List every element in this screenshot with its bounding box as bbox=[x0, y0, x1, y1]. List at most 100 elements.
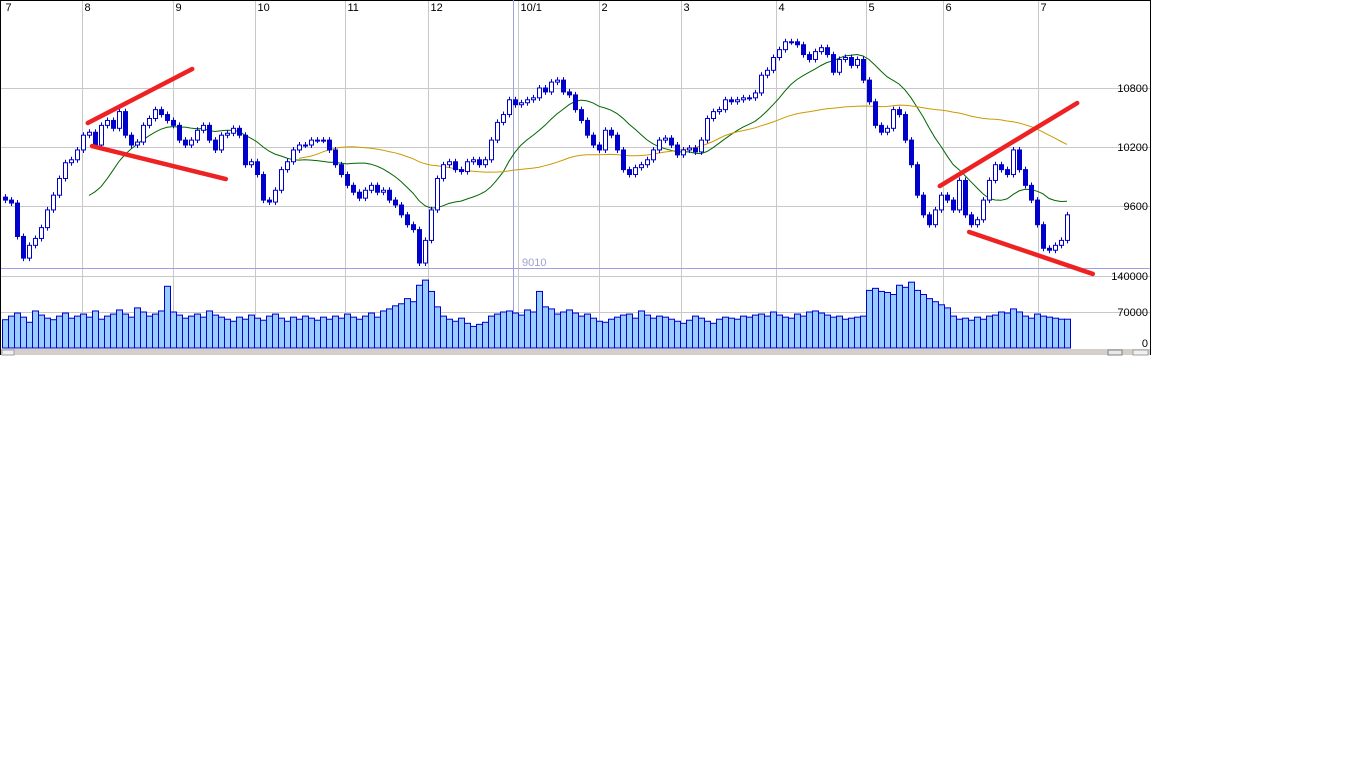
candle-down bbox=[261, 174, 266, 201]
candle-down bbox=[573, 94, 578, 111]
candle-down bbox=[9, 199, 14, 204]
volume-bar bbox=[1064, 318, 1071, 349]
volume-bar bbox=[116, 309, 123, 349]
candle-down bbox=[675, 144, 680, 156]
scrollbar-thumb[interactable] bbox=[1107, 349, 1123, 356]
volume-bar bbox=[848, 317, 855, 349]
candle-up bbox=[135, 141, 140, 146]
date-tick-label: 9 bbox=[176, 2, 182, 14]
candle-up bbox=[789, 41, 794, 44]
candle-down bbox=[831, 54, 836, 73]
volume-bar bbox=[50, 319, 57, 349]
volume-bar bbox=[362, 315, 369, 349]
volume-bar bbox=[524, 309, 531, 349]
volume-bar bbox=[284, 320, 291, 349]
candle-down bbox=[567, 91, 572, 96]
volume-bar bbox=[422, 279, 429, 349]
volume-bar bbox=[26, 321, 33, 349]
date-tick-label: 3 bbox=[684, 2, 690, 14]
candle-up bbox=[57, 177, 62, 196]
candle-up bbox=[519, 102, 524, 106]
candle-down bbox=[357, 191, 362, 199]
candle-down bbox=[111, 119, 116, 129]
candle-up bbox=[285, 161, 290, 171]
scrollbar-right-button[interactable] bbox=[1132, 349, 1149, 356]
volume-bar bbox=[656, 315, 663, 349]
volume-bar bbox=[554, 313, 561, 349]
volume-bar bbox=[1016, 311, 1023, 349]
candle-up bbox=[993, 164, 998, 181]
volume-bar bbox=[950, 315, 957, 349]
volume-bar bbox=[14, 312, 21, 349]
volume-bar bbox=[716, 318, 723, 349]
candle-up bbox=[225, 132, 230, 136]
volume-bar bbox=[698, 317, 705, 349]
candle-down bbox=[1047, 247, 1052, 251]
candle-up bbox=[885, 127, 890, 133]
candle-down bbox=[393, 199, 398, 206]
volume-bar bbox=[2, 319, 9, 349]
candle-down bbox=[909, 139, 914, 166]
volume-tick-label: 140000 bbox=[1111, 271, 1148, 283]
volume-bar bbox=[392, 305, 399, 349]
volume-bar bbox=[302, 315, 309, 349]
volume-bar bbox=[164, 285, 171, 349]
volume-bar bbox=[578, 315, 585, 349]
candle-down bbox=[123, 111, 128, 136]
volume-bar bbox=[518, 314, 525, 349]
volume-bar bbox=[530, 311, 537, 349]
volume-bar bbox=[122, 313, 129, 349]
scrollbar-left-button[interactable] bbox=[1, 349, 15, 356]
volume-bar bbox=[146, 315, 153, 349]
volume-bar bbox=[884, 291, 891, 349]
candle-up bbox=[69, 159, 74, 164]
candle-down bbox=[825, 47, 830, 56]
candle-down bbox=[93, 131, 98, 146]
volume-bar bbox=[926, 298, 933, 349]
volume-bar bbox=[1052, 317, 1059, 349]
volume-bar bbox=[254, 317, 261, 349]
volume-bar bbox=[992, 314, 999, 349]
volume-bar bbox=[332, 315, 339, 349]
volume-bar bbox=[494, 313, 501, 349]
volume-bar bbox=[842, 318, 849, 349]
candle-down bbox=[237, 127, 242, 136]
candle-down bbox=[177, 124, 182, 141]
horizontal-scrollbar[interactable] bbox=[1, 349, 1150, 356]
candle-up bbox=[711, 111, 716, 119]
volume-bar bbox=[38, 314, 45, 349]
candle-up bbox=[309, 139, 314, 146]
volume-bar bbox=[806, 311, 813, 349]
volume-bar bbox=[128, 316, 135, 349]
candle-up bbox=[651, 149, 656, 161]
date-axis: 7 8 9 10 11 12 10/1 2 3 4 5 6 7 bbox=[6, 2, 1047, 14]
candle-down bbox=[1035, 199, 1040, 226]
volume-bar bbox=[242, 318, 249, 349]
candle-up bbox=[717, 109, 722, 113]
candle-down bbox=[669, 137, 674, 146]
volume-bar bbox=[866, 289, 873, 349]
volume-bar bbox=[98, 318, 105, 349]
candle-up bbox=[1053, 244, 1058, 251]
candle-down bbox=[1005, 169, 1010, 176]
volume-bar bbox=[752, 314, 759, 349]
volume-bar bbox=[308, 317, 315, 349]
volume-bar bbox=[8, 315, 15, 349]
candle-down bbox=[21, 235, 26, 259]
candle-up bbox=[843, 57, 848, 60]
candle-up bbox=[105, 119, 110, 126]
candle-up bbox=[837, 58, 842, 73]
date-tick-label: 12 bbox=[431, 2, 443, 14]
volume-bar bbox=[320, 316, 327, 349]
volume-bar bbox=[896, 284, 903, 349]
candle-up bbox=[735, 99, 740, 103]
volume-bar bbox=[152, 313, 159, 349]
candle-down bbox=[159, 109, 164, 116]
volume-bar bbox=[542, 306, 549, 349]
volume-bars bbox=[2, 279, 1071, 349]
candle-up bbox=[435, 177, 440, 211]
volume-bar bbox=[368, 312, 375, 349]
volume-bar bbox=[938, 304, 945, 349]
volume-bar bbox=[812, 310, 819, 349]
volume-bar bbox=[356, 318, 363, 349]
